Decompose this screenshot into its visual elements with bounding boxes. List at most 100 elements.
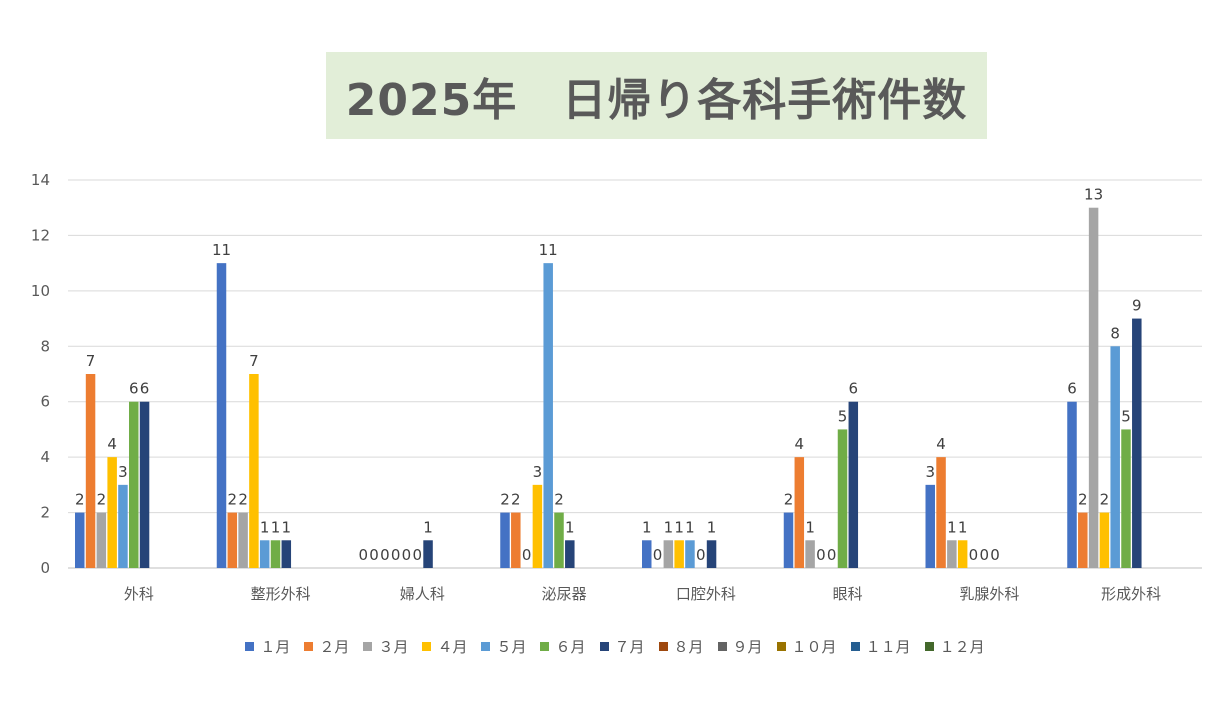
legend-swatch bbox=[540, 642, 550, 651]
bar bbox=[227, 512, 238, 568]
x-category-label: 眼科 bbox=[833, 585, 863, 603]
data-label: 0 bbox=[816, 546, 826, 564]
data-label: 0 bbox=[391, 546, 401, 564]
bar bbox=[957, 540, 968, 568]
legend-swatch bbox=[363, 642, 373, 651]
data-label: 6 bbox=[140, 380, 150, 398]
bar bbox=[85, 374, 96, 568]
data-label: 0 bbox=[827, 546, 837, 564]
legend-item: ６月 bbox=[540, 636, 586, 657]
data-label: 1 bbox=[423, 518, 433, 536]
legend-item: ３月 bbox=[363, 636, 408, 657]
legend-label: ７月 bbox=[614, 638, 645, 656]
legend-item: １月 bbox=[245, 636, 290, 657]
legend-swatch bbox=[717, 642, 727, 651]
data-label: 4 bbox=[936, 435, 946, 453]
bar bbox=[1099, 512, 1110, 568]
y-tick-label: 12 bbox=[31, 226, 50, 244]
data-label: 2 bbox=[554, 491, 564, 509]
bar bbox=[238, 512, 248, 568]
data-label: 2 bbox=[784, 491, 794, 509]
legend-item: ９月 bbox=[717, 636, 763, 657]
legend-item: ７月 bbox=[599, 636, 645, 657]
legend-label: ３月 bbox=[378, 638, 409, 656]
legend-label: １２月 bbox=[939, 638, 985, 656]
legend-swatch bbox=[599, 642, 609, 651]
data-label: 0 bbox=[369, 546, 379, 564]
legend-item: ２月 bbox=[304, 636, 349, 657]
data-label: 4 bbox=[795, 435, 805, 453]
legend-label: ９月 bbox=[732, 638, 763, 656]
y-tick-label: 14 bbox=[31, 171, 50, 189]
data-label: 1 bbox=[664, 518, 674, 536]
data-label: 1 bbox=[565, 518, 575, 536]
legend-swatch bbox=[850, 642, 860, 651]
legend-item: ４月 bbox=[422, 636, 467, 657]
data-label: 2 bbox=[1100, 491, 1110, 509]
data-label: 11 bbox=[212, 241, 231, 259]
data-label: 2 bbox=[75, 491, 85, 509]
bar bbox=[565, 540, 575, 568]
y-tick-label: 8 bbox=[40, 337, 50, 355]
data-label: 1 bbox=[271, 518, 281, 536]
data-label: 2 bbox=[238, 491, 248, 509]
data-label: 1 bbox=[958, 518, 968, 536]
legend-swatch bbox=[481, 642, 491, 651]
bar bbox=[216, 263, 227, 568]
data-label: 7 bbox=[249, 352, 259, 370]
bar bbox=[642, 540, 652, 568]
data-label: 1 bbox=[260, 518, 270, 536]
bar bbox=[532, 484, 543, 568]
data-label: 2 bbox=[97, 491, 107, 509]
data-label: 1 bbox=[707, 518, 717, 536]
bar bbox=[129, 401, 139, 568]
legend-swatch bbox=[422, 642, 432, 651]
data-label: 0 bbox=[412, 546, 422, 564]
data-label: 6 bbox=[849, 380, 859, 398]
bar bbox=[783, 512, 794, 568]
legend-swatch bbox=[924, 642, 934, 651]
bar bbox=[1078, 512, 1088, 568]
legend-label: ４月 bbox=[437, 638, 468, 656]
data-label: 9 bbox=[1132, 297, 1142, 315]
data-label: 2 bbox=[511, 491, 521, 509]
bar bbox=[706, 540, 717, 568]
x-category-label: 形成外科 bbox=[1101, 585, 1161, 603]
data-label: 5 bbox=[1121, 407, 1131, 425]
legend: １月 ２月 ３月 ４月 ５月 ６月 ７月 ８月 ９月 １０月 １１月 １２月 bbox=[0, 636, 1230, 657]
x-category-label: 整形外科 bbox=[251, 585, 311, 603]
bar bbox=[936, 457, 946, 568]
bar bbox=[500, 512, 510, 568]
legend-item: １２月 bbox=[924, 636, 985, 657]
bar bbox=[794, 457, 805, 568]
legend-item: １１月 bbox=[850, 636, 911, 657]
legend-swatch bbox=[304, 642, 314, 651]
data-label: 0 bbox=[990, 546, 1000, 564]
data-label: 3 bbox=[118, 463, 128, 481]
bar bbox=[139, 401, 150, 568]
legend-item: ５月 bbox=[481, 636, 526, 657]
data-label: 2 bbox=[500, 491, 510, 509]
bar bbox=[1110, 346, 1120, 568]
data-label: 1 bbox=[805, 518, 815, 536]
chart-title: 2025年 日帰り各科手術件数 bbox=[345, 74, 968, 126]
data-label: 1 bbox=[685, 518, 695, 536]
data-label: 8 bbox=[1110, 324, 1120, 342]
bar bbox=[75, 512, 85, 568]
bar bbox=[249, 374, 259, 568]
bar bbox=[259, 540, 270, 568]
data-label: 13 bbox=[1084, 186, 1103, 204]
legend-label: ６月 bbox=[555, 638, 586, 656]
data-label: 3 bbox=[533, 463, 543, 481]
bar bbox=[947, 540, 957, 568]
chart-title-box: 2025年 日帰り各科手術件数 bbox=[326, 52, 987, 139]
y-tick-label: 10 bbox=[31, 282, 50, 300]
data-label: 11 bbox=[539, 241, 558, 259]
data-label: 0 bbox=[402, 546, 412, 564]
data-label: 6 bbox=[129, 380, 139, 398]
data-label: 0 bbox=[358, 546, 368, 564]
bar bbox=[1088, 207, 1099, 568]
x-category-label: 乳腺外科 bbox=[959, 585, 1019, 603]
legend-label: １０月 bbox=[791, 638, 837, 656]
data-label: 5 bbox=[838, 407, 848, 425]
